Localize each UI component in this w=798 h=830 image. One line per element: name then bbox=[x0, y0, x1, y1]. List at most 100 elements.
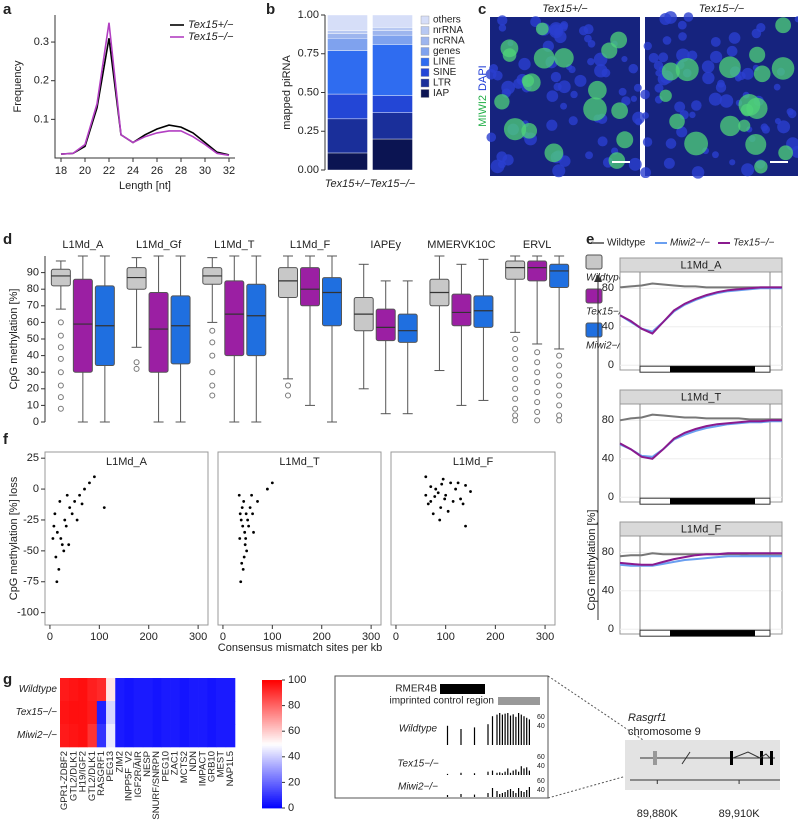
group-label: ERVL bbox=[523, 239, 552, 251]
track-bar bbox=[487, 793, 489, 797]
heat-cell bbox=[124, 724, 134, 748]
track-bar bbox=[504, 713, 506, 745]
nucleus bbox=[594, 63, 608, 78]
locus-box bbox=[625, 740, 780, 790]
track-bar bbox=[501, 773, 503, 775]
colorbar-step bbox=[262, 740, 282, 743]
legend-swatch bbox=[420, 47, 430, 56]
panel-letter: b bbox=[266, 1, 275, 18]
heat-cell bbox=[87, 701, 98, 725]
panel-letter: e bbox=[586, 231, 594, 248]
y-tick-label: 40 bbox=[27, 350, 39, 362]
group-label: L1Md_T bbox=[214, 239, 255, 251]
y-axis-label: CpG methylation [%] bbox=[586, 510, 598, 611]
colorbar-step bbox=[262, 764, 282, 767]
stain-label: MIWI2 DAPI bbox=[477, 65, 489, 126]
track-scale: 40 bbox=[537, 763, 545, 770]
nucleus bbox=[640, 167, 652, 179]
track-bar bbox=[520, 766, 522, 775]
outlier bbox=[556, 392, 563, 399]
nucleus bbox=[560, 102, 568, 110]
heat-cell bbox=[170, 701, 181, 725]
zoom-line bbox=[547, 675, 656, 749]
colorbar-step bbox=[262, 804, 282, 807]
track-bar bbox=[509, 715, 512, 745]
box bbox=[148, 292, 169, 373]
y-tick-label: 0 bbox=[33, 416, 39, 428]
track-label: Wildtype bbox=[399, 724, 438, 735]
track-bar bbox=[446, 773, 449, 775]
element-orf bbox=[670, 366, 755, 373]
box bbox=[170, 295, 191, 365]
miwi2-cell bbox=[659, 89, 672, 102]
heat-cell bbox=[96, 701, 107, 725]
miwi2-cell bbox=[719, 56, 741, 79]
miwi2-cell bbox=[502, 48, 517, 62]
colorbar-step bbox=[262, 796, 282, 799]
y-tick-label: 20 bbox=[27, 383, 39, 395]
legend-label: Tex15−/− bbox=[586, 307, 627, 318]
bar-segment bbox=[327, 118, 368, 154]
nucleus bbox=[630, 95, 638, 102]
track-scale: 40 bbox=[537, 787, 545, 794]
column-label: ZIM2 bbox=[114, 751, 125, 773]
track-bar bbox=[496, 714, 498, 745]
colorbar-step bbox=[262, 688, 282, 691]
nucleus bbox=[701, 60, 715, 73]
miwi2-cell bbox=[535, 22, 549, 36]
track-bar bbox=[487, 771, 489, 775]
nucleus bbox=[546, 119, 558, 131]
column-label: RASGRF1 bbox=[96, 751, 107, 796]
point bbox=[53, 512, 57, 516]
y-axis-label: Frequency bbox=[12, 60, 24, 112]
point bbox=[441, 477, 445, 481]
colorbar-step bbox=[262, 732, 282, 735]
point bbox=[454, 487, 458, 491]
heat-cell bbox=[198, 678, 208, 702]
nucleus bbox=[654, 83, 664, 93]
element-orf bbox=[670, 498, 755, 505]
track-bar bbox=[512, 770, 514, 775]
track-bar bbox=[473, 794, 476, 797]
outlier bbox=[512, 345, 519, 352]
outlier bbox=[534, 399, 541, 406]
x-tick-label: 300 bbox=[189, 631, 207, 643]
bar-segment bbox=[372, 95, 413, 113]
y-tick-label: -25 bbox=[23, 514, 39, 526]
track-bar bbox=[526, 767, 528, 775]
line bbox=[619, 552, 782, 566]
colorbar-step bbox=[262, 726, 282, 729]
legend-swatch bbox=[420, 15, 430, 25]
colorbar-step bbox=[262, 696, 282, 699]
y-tick-label: 40 bbox=[602, 453, 614, 465]
heat-cell bbox=[124, 678, 134, 702]
colorbar-step bbox=[262, 704, 282, 707]
heat-cell bbox=[142, 724, 153, 748]
box bbox=[224, 280, 245, 357]
colorbar-step bbox=[262, 684, 282, 687]
outlier bbox=[57, 319, 64, 326]
nucleus bbox=[794, 16, 798, 23]
colorbar-step bbox=[262, 736, 282, 739]
track-scale: 60 bbox=[537, 714, 545, 721]
colorbar-step bbox=[262, 776, 282, 779]
heat-cell bbox=[198, 724, 208, 748]
arrow-head bbox=[594, 274, 602, 282]
colorbar-step bbox=[262, 758, 282, 761]
y-tick-label: 80 bbox=[602, 282, 614, 294]
colorbar-step bbox=[262, 714, 282, 717]
y-tick-label: 70 bbox=[27, 300, 39, 312]
outlier bbox=[556, 372, 563, 379]
outlier bbox=[285, 382, 291, 389]
colorbar-step bbox=[262, 778, 282, 781]
outlier bbox=[285, 392, 291, 399]
track-label: Miwi2−/− bbox=[398, 782, 438, 793]
colorbar-label: 80 bbox=[288, 700, 300, 712]
nucleus bbox=[687, 50, 698, 61]
box bbox=[72, 278, 93, 373]
bar-segment bbox=[327, 33, 368, 39]
outlier bbox=[209, 392, 216, 399]
heat-cell bbox=[179, 724, 190, 748]
outlier bbox=[209, 339, 216, 346]
track-bar bbox=[523, 716, 525, 745]
